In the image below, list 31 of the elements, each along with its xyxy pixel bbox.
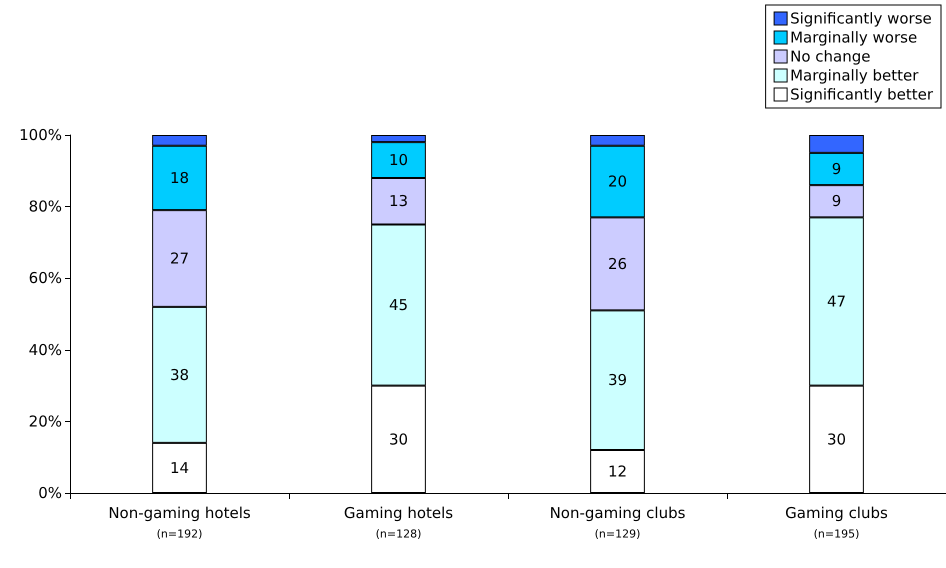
legend-label: Significantly worse [790,10,932,28]
data-label: 12 [608,462,628,481]
y-tick-label: 20% [28,412,62,430]
data-label: 26 [608,254,628,273]
data-label: 9 [832,160,842,178]
data-label: 18 [170,168,190,187]
y-tick-label: 60% [28,269,62,288]
x-tick-label: Non-gaming hotels (n=192) [108,504,251,540]
x-tick-label: Gaming clubs (n=195) [785,504,888,540]
data-label: 27 [170,250,190,268]
legend-label: Marginally better [790,66,920,84]
data-label: 13 [388,192,408,210]
data-label: 30 [826,430,846,448]
data-label: 45 [388,296,408,314]
y-tick-label: 40% [28,340,62,359]
data-label: 10 [388,151,408,170]
legend-label: Marginally worse [790,28,918,46]
y-tick-label: 100% [19,126,62,144]
data-label: 39 [608,371,628,390]
data-label: 9 [832,192,842,210]
y-tick-label: 0% [38,484,62,502]
x-tick-label: Gaming hotels (n=128) [344,504,454,540]
data-label: 30 [388,430,408,448]
data-label: 14 [170,458,190,477]
y-tick-label: 80% [28,198,62,216]
data-label: 38 [170,366,190,384]
legend-label: Significantly better [790,86,934,104]
data-label: 47 [826,292,846,310]
data-label: 20 [608,172,628,191]
legend-label: No change [790,48,870,66]
x-tick-label: Non-gaming clubs (n=129) [550,504,686,540]
